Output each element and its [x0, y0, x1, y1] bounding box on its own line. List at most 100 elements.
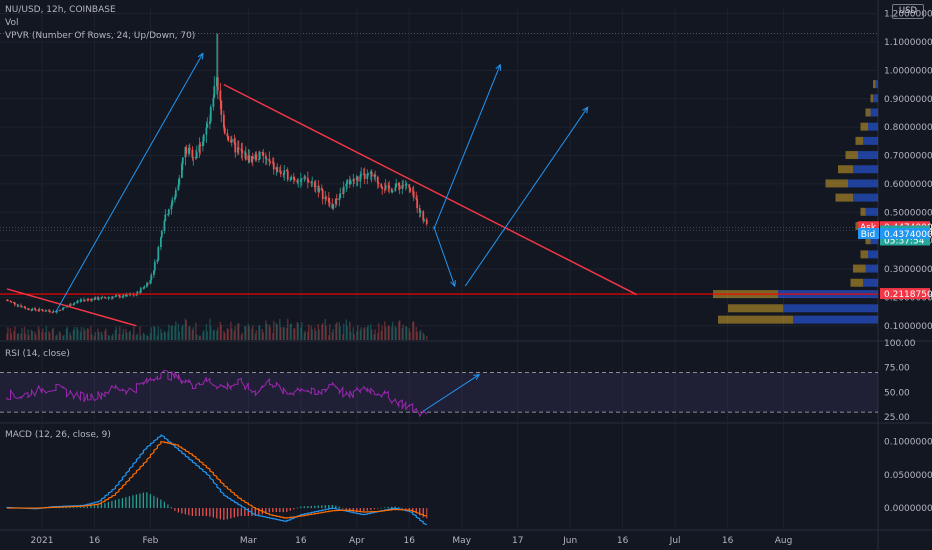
- volume-bar-60: [111, 335, 113, 340]
- candle-body-223: [395, 183, 398, 188]
- macd-hist-121: [216, 508, 218, 519]
- candle-body-38: [72, 304, 75, 306]
- candle-body-56: [104, 296, 106, 298]
- volume-bar-42: [79, 331, 82, 340]
- volume-bar-203: [360, 327, 362, 340]
- macd-hist-101: [181, 508, 183, 514]
- candle-body-26: [51, 311, 54, 313]
- macd-hist-111: [198, 508, 200, 517]
- candle-body-96: [174, 197, 176, 200]
- macd-hist-173: [307, 506, 309, 509]
- candle-body-145: [258, 152, 261, 159]
- candle-body-240: [425, 219, 428, 225]
- volume-bar-226: [401, 328, 403, 340]
- volume-bar-130: [233, 330, 236, 340]
- volume-bar-5: [14, 326, 16, 340]
- macd-hist-113: [202, 508, 204, 517]
- rsi-y-tick-1: 75.00: [884, 364, 910, 374]
- candle-body-6: [16, 304, 19, 306]
- candle-body-59: [108, 297, 111, 299]
- candle-body-236: [418, 208, 421, 213]
- volume-bar-116: [209, 318, 211, 340]
- candle-body-22: [44, 311, 47, 312]
- x-tick-6: 16: [404, 536, 416, 546]
- trendline-0: [223, 83, 637, 296]
- volume-bar-166: [296, 321, 299, 340]
- candle-body-88: [160, 237, 162, 248]
- macd-hist-109: [195, 508, 197, 517]
- macd-hist-75: [135, 494, 138, 509]
- price-tag-bg-3: [880, 288, 930, 300]
- macd-hist-181: [321, 505, 323, 509]
- volume-bar-114: [205, 324, 208, 340]
- volume-bar-107: [192, 327, 194, 340]
- candle-body-43: [80, 300, 83, 301]
- macd-hist-193: [342, 508, 344, 509]
- x-tick-8: 17: [512, 536, 523, 546]
- volume-bar-101: [182, 324, 184, 340]
- candle-body-28: [55, 311, 57, 313]
- volume-bar-209: [370, 329, 373, 340]
- candle-body-75: [136, 291, 139, 295]
- candle-body-224: [397, 183, 400, 186]
- vp-up-3: [850, 278, 863, 287]
- volume-bar-156: [279, 318, 281, 340]
- volume-bar-110: [198, 335, 201, 340]
- vp-down-13: [863, 136, 878, 145]
- candle-body-152: [271, 161, 274, 163]
- macd-hist-87: [156, 498, 159, 509]
- signal-line: [6, 440, 427, 519]
- candle-body-112: [201, 141, 204, 147]
- arrow-2: [433, 226, 456, 287]
- volume-bar-129: [231, 328, 233, 340]
- vp-down-4: [865, 264, 878, 273]
- volume-bar-191: [339, 326, 341, 340]
- macd-hist-123: [219, 508, 221, 520]
- volume-bar-57: [105, 328, 107, 340]
- volume-bar-224: [398, 321, 400, 340]
- x-tick-2: Feb: [142, 536, 158, 546]
- vp-down-17: [875, 80, 878, 89]
- volume-bar-161: [287, 318, 289, 340]
- macd-hist-67: [121, 497, 124, 509]
- volume-bar-160: [286, 327, 288, 340]
- volume-bar-236: [419, 331, 421, 340]
- volume-bar-179: [318, 329, 320, 340]
- price-tag-label-bg-0: [858, 221, 879, 233]
- volume-bar-38: [72, 329, 75, 340]
- macd-hist-233: [412, 508, 414, 512]
- volume-bar-2: [9, 328, 12, 340]
- volume-bar-85: [154, 326, 156, 340]
- macd-hist-175: [310, 505, 312, 509]
- arrow-0: [55, 53, 204, 312]
- candle-body-115: [206, 123, 209, 128]
- currency-button[interactable]: USD: [892, 4, 924, 19]
- volume-bar-106: [191, 329, 194, 340]
- macd-hist-183: [324, 505, 326, 509]
- macd-hist-171: [303, 506, 305, 509]
- volume-bar-78: [142, 332, 145, 340]
- vp-up-12: [845, 151, 858, 160]
- candle-body-81: [146, 283, 149, 285]
- vp-up-14: [860, 122, 868, 131]
- macd-hist-57: [104, 502, 106, 509]
- main-y-tick-11: 0.100000000: [884, 322, 932, 332]
- volume-bar-11: [24, 333, 27, 340]
- vp-up-11: [838, 165, 853, 174]
- candle-body-19: [38, 309, 41, 311]
- candle-body-216: [383, 189, 386, 190]
- macd-hist-51: [93, 505, 96, 509]
- volume-bar-112: [202, 332, 204, 340]
- volume-bar-58: [107, 334, 110, 340]
- candle-body-234: [415, 197, 418, 200]
- volume-bar-1: [7, 327, 9, 340]
- macd-hist-179: [317, 505, 319, 509]
- macd-legend: MACD (12, 26, close, 9): [5, 430, 111, 440]
- x-tick-11: Jul: [669, 536, 681, 546]
- volume-bar-50: [93, 335, 96, 340]
- candle-body-179: [318, 188, 321, 192]
- arrow-3: [464, 107, 589, 287]
- candle-body-97: [174, 190, 177, 198]
- volume-bar-153: [273, 320, 275, 340]
